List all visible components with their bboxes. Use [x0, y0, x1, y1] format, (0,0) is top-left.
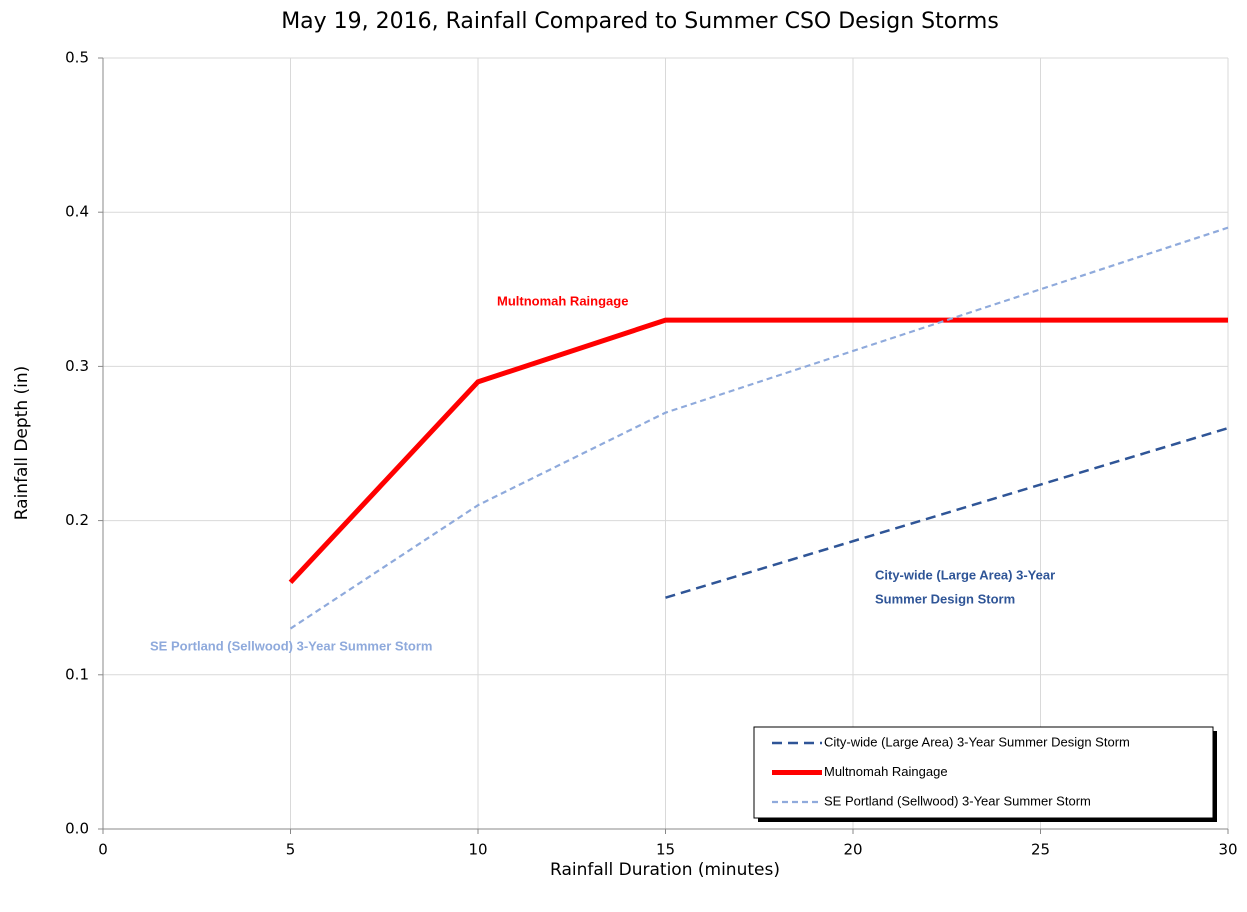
legend-label: SE Portland (Sellwood) 3-Year Summer Sto…: [824, 793, 1091, 808]
x-tick-label: 0: [98, 841, 108, 859]
series-line: [289, 226, 1229, 630]
x-tick-label: 15: [656, 841, 675, 859]
x-tick-label: 20: [843, 841, 862, 859]
y-axis-label: Rainfall Depth (in): [12, 366, 32, 521]
legend-box: [753, 726, 1214, 819]
y-tick-label: 0.3: [65, 357, 89, 375]
legend: City-wide (Large Area) 3-Year Summer Des…: [753, 726, 1217, 822]
series-line: [288, 317, 1228, 584]
annotation: SE Portland (Sellwood) 3-Year Summer Sto…: [150, 638, 432, 653]
y-tick-label: 0.1: [65, 665, 89, 683]
y-tick-label: 0.2: [65, 511, 89, 529]
x-tick-label: 25: [1031, 841, 1050, 859]
x-tick-label: 5: [286, 841, 296, 859]
y-tick-label: 0.0: [65, 820, 89, 838]
annotation: City-wide (Large Area) 3-Year: [875, 567, 1055, 582]
annotation: Multnomah Raingage: [497, 293, 628, 308]
annotation: Summer Design Storm: [875, 591, 1015, 606]
x-tick-label: 10: [468, 841, 487, 859]
series-line: [665, 426, 1229, 599]
x-tick-label: 30: [1218, 841, 1237, 859]
y-tick-label: 0.4: [65, 203, 89, 221]
chart-title: May 19, 2016, Rainfall Compared to Summe…: [281, 9, 999, 34]
legend-label: Multnomah Raingage: [824, 764, 948, 779]
x-axis-label: Rainfall Duration (minutes): [550, 860, 780, 880]
y-tick-label: 0.5: [65, 49, 89, 67]
legend-label: City-wide (Large Area) 3-Year Summer Des…: [824, 734, 1130, 749]
